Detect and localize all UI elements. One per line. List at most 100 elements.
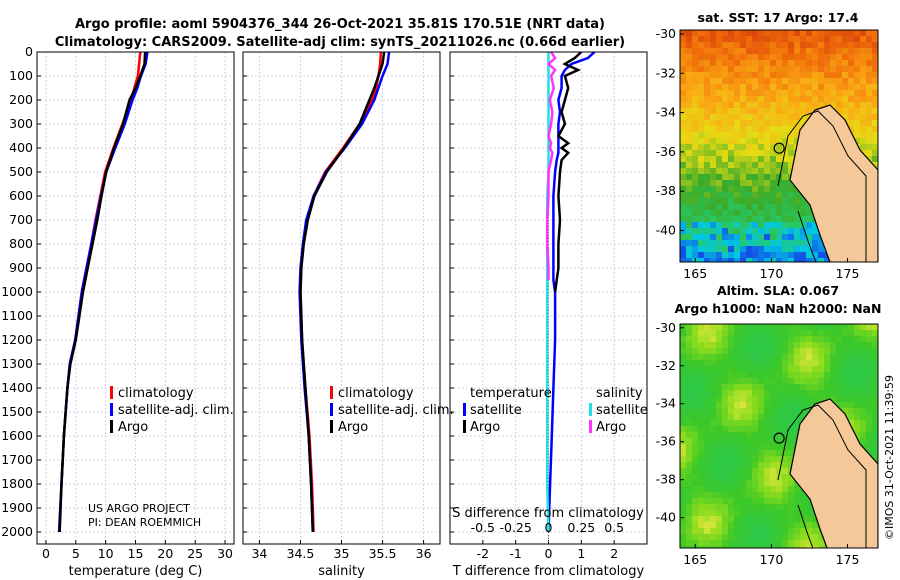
map-cell <box>704 240 710 246</box>
map-cell <box>782 246 788 252</box>
x-tick-label: 25 <box>187 546 203 561</box>
map-cell <box>746 180 752 186</box>
map-cell <box>764 330 770 336</box>
map-cell <box>752 420 758 426</box>
map-cell <box>686 474 692 480</box>
map-cell <box>758 36 764 42</box>
map-cell <box>680 78 686 84</box>
map-cell <box>776 330 782 336</box>
map-cell <box>704 258 710 262</box>
map-cell <box>764 510 770 516</box>
map-cell <box>716 414 722 420</box>
map-cell <box>860 72 866 78</box>
map-cell <box>686 150 692 156</box>
map-cell <box>824 78 830 84</box>
map-cell <box>836 72 842 78</box>
map-cell <box>686 120 692 126</box>
map-cell <box>722 234 728 240</box>
map-cell <box>734 462 740 468</box>
map-cell <box>740 252 746 258</box>
map-cell <box>740 354 746 360</box>
map-cell <box>758 534 764 540</box>
map-cell <box>692 384 698 390</box>
map-cell <box>716 114 722 120</box>
map-cell <box>752 54 758 60</box>
map-cell <box>818 378 824 384</box>
map-cell <box>752 408 758 414</box>
map-cell <box>872 354 878 360</box>
map-cell <box>854 78 860 84</box>
map-cell <box>758 84 764 90</box>
map-cell <box>788 54 794 60</box>
map-cell <box>728 414 734 420</box>
map-cell <box>776 72 782 78</box>
map-cell <box>782 216 788 222</box>
map-cell <box>686 378 692 384</box>
map-cell <box>800 408 806 414</box>
map-cell <box>746 342 752 348</box>
map-cell <box>746 228 752 234</box>
map-cell <box>758 96 764 102</box>
map-cell <box>836 108 842 114</box>
map-cell <box>752 102 758 108</box>
map-cell <box>770 96 776 102</box>
map-cell <box>854 42 860 48</box>
map-cell <box>740 66 746 72</box>
map-cell <box>704 162 710 168</box>
map-cell <box>770 78 776 84</box>
map-cell <box>800 228 806 234</box>
map-cell <box>698 468 704 474</box>
map-cell <box>728 516 734 522</box>
map-cell <box>782 144 788 150</box>
map-cell <box>776 348 782 354</box>
map-cell <box>842 78 848 84</box>
map-cell <box>740 540 746 546</box>
map-cell <box>794 54 800 60</box>
map-cell <box>734 174 740 180</box>
map-cell <box>782 222 788 228</box>
map-field <box>680 324 878 548</box>
map-cell <box>734 66 740 72</box>
map-cell <box>704 156 710 162</box>
map-cell <box>686 210 692 216</box>
map-cell <box>704 432 710 438</box>
map-cell <box>866 108 872 114</box>
map-cell <box>758 168 764 174</box>
map-cell <box>704 510 710 516</box>
map-cell <box>764 408 770 414</box>
map-cell <box>740 30 746 36</box>
map-cell <box>818 534 824 540</box>
map-cell <box>764 222 770 228</box>
map-cell <box>854 396 860 402</box>
map-cell <box>698 528 704 534</box>
map-cell <box>722 474 728 480</box>
map-cell <box>746 132 752 138</box>
map-cell <box>872 78 878 84</box>
map-cell <box>752 528 758 534</box>
map-cell <box>812 534 818 540</box>
map-cell <box>740 438 746 444</box>
map-cell <box>728 228 734 234</box>
map-cell <box>782 438 788 444</box>
map-cell <box>740 366 746 372</box>
map-cell <box>836 360 842 366</box>
map-cell <box>752 150 758 156</box>
map-cell <box>824 42 830 48</box>
map-cell <box>734 366 740 372</box>
map-cell <box>854 402 860 408</box>
map-cell <box>734 528 740 534</box>
map-cell <box>752 432 758 438</box>
map-cell <box>680 204 686 210</box>
map-cell <box>788 240 794 246</box>
map-cell <box>698 516 704 522</box>
map-cell <box>848 72 854 78</box>
map-cell <box>716 408 722 414</box>
map-cell <box>836 378 842 384</box>
map-cell <box>710 240 716 246</box>
map-cell <box>698 192 704 198</box>
map-cell <box>854 132 860 138</box>
map-cell <box>698 72 704 78</box>
map-cell <box>824 336 830 342</box>
map-cell <box>794 72 800 78</box>
map-cell <box>692 396 698 402</box>
